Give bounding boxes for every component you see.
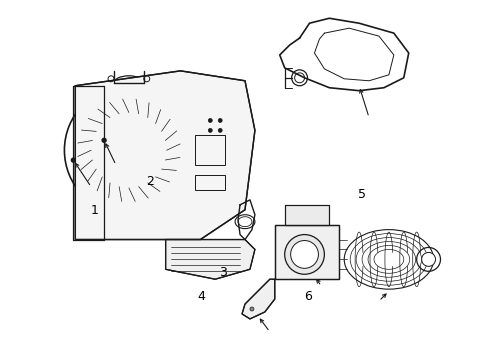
Circle shape	[218, 129, 222, 132]
Text: 2: 2	[146, 175, 154, 188]
Circle shape	[218, 118, 222, 122]
Circle shape	[421, 252, 436, 266]
Polygon shape	[275, 225, 339, 279]
Text: 5: 5	[358, 188, 366, 201]
Circle shape	[72, 158, 75, 162]
Circle shape	[285, 235, 324, 274]
Polygon shape	[285, 205, 329, 225]
Circle shape	[250, 307, 254, 311]
Circle shape	[291, 240, 318, 268]
Polygon shape	[166, 239, 255, 279]
Polygon shape	[75, 71, 255, 239]
Text: 3: 3	[219, 266, 227, 279]
Text: 4: 4	[197, 289, 205, 303]
Text: 6: 6	[304, 289, 312, 303]
Circle shape	[208, 118, 212, 122]
Circle shape	[102, 138, 106, 142]
Text: 1: 1	[90, 204, 98, 217]
Polygon shape	[242, 279, 275, 319]
Circle shape	[208, 129, 212, 132]
